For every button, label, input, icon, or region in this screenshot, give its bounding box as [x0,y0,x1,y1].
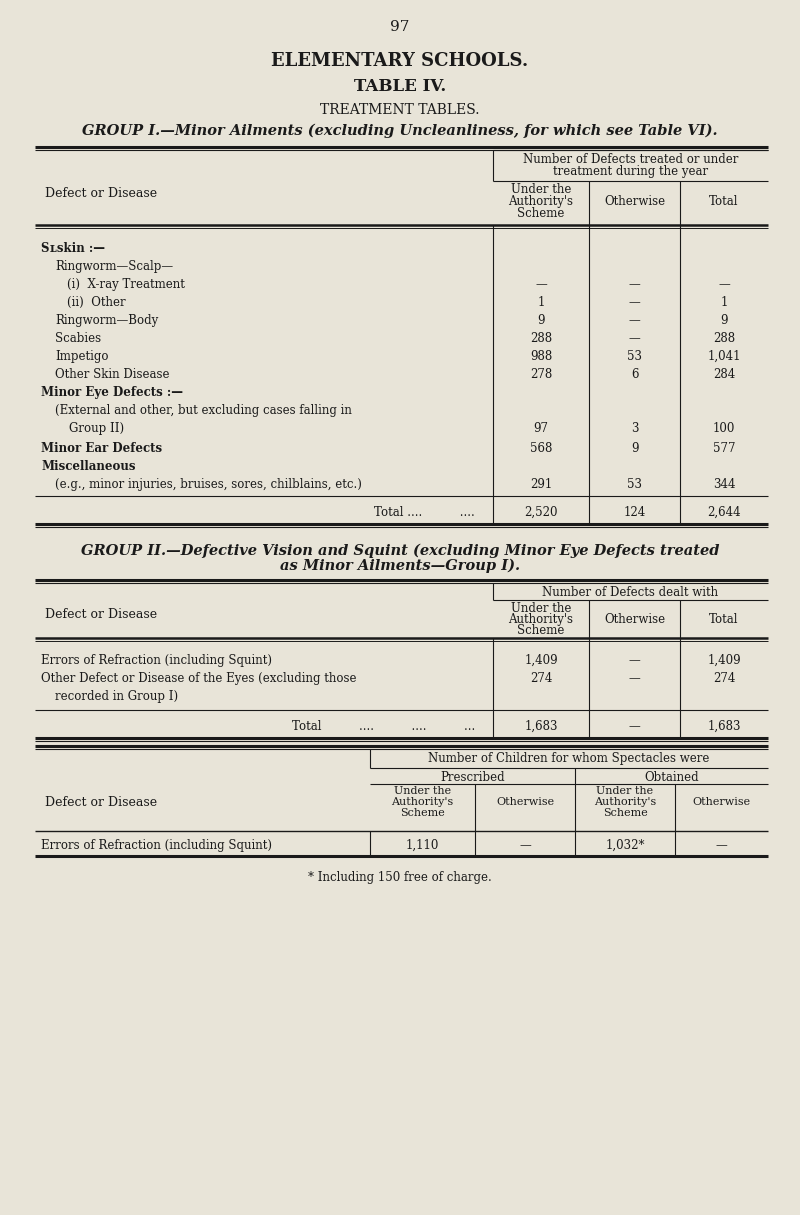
Text: 274: 274 [713,672,735,685]
Text: treatment during the year: treatment during the year [553,165,708,179]
Text: —: — [629,332,640,345]
Text: Prescribed: Prescribed [440,772,505,784]
Text: 344: 344 [713,477,735,491]
Text: 577: 577 [713,442,735,454]
Text: 1,041: 1,041 [707,350,741,363]
Text: —: — [629,313,640,327]
Text: 9: 9 [630,442,638,454]
Text: 284: 284 [713,368,735,382]
Text: —: — [629,672,640,685]
Text: 1,032*: 1,032* [606,840,645,852]
Text: (ii)  Other: (ii) Other [67,296,126,309]
Text: —: — [716,840,727,852]
Text: 1,409: 1,409 [524,654,558,667]
Text: Under the: Under the [597,786,654,796]
Text: 1: 1 [720,296,728,309]
Text: Ringworm—Body: Ringworm—Body [55,313,158,327]
Text: 1,683: 1,683 [707,720,741,733]
Text: Obtained: Obtained [644,772,699,784]
Text: Under the: Under the [394,786,451,796]
Text: Otherwise: Otherwise [604,194,665,208]
Text: Authority's: Authority's [594,797,656,807]
Text: TREATMENT TABLES.: TREATMENT TABLES. [320,103,480,117]
Text: Defect or Disease: Defect or Disease [45,187,157,200]
Text: Otherwise: Otherwise [693,797,750,807]
Text: Total ....          ....: Total .... .... [374,505,475,519]
Text: as Minor Ailments—Group I).: as Minor Ailments—Group I). [280,559,520,573]
Text: Scheme: Scheme [518,207,565,220]
Text: 97: 97 [534,422,549,435]
Text: 988: 988 [530,350,552,363]
Text: Total: Total [710,614,738,626]
Text: Under the: Under the [511,183,571,196]
Text: 9: 9 [720,313,728,327]
Text: Minor Ear Defects: Minor Ear Defects [41,442,162,454]
Text: 291: 291 [530,477,552,491]
Text: Miscellaneous: Miscellaneous [41,460,135,473]
Text: —: — [629,720,640,733]
Text: Scheme: Scheme [400,808,445,818]
Text: Scheme: Scheme [518,625,565,637]
Text: —: — [519,840,531,852]
Text: —: — [535,278,547,292]
Text: Other Skin Disease: Other Skin Disease [55,368,170,382]
Text: Errors of Refraction (including Squint): Errors of Refraction (including Squint) [41,840,272,852]
Text: Authority's: Authority's [509,194,574,208]
Text: TABLE IV.: TABLE IV. [354,78,446,95]
Text: 97: 97 [390,19,410,34]
Text: 53: 53 [627,350,642,363]
Text: (e.g., minor injuries, bruises, sores, chilblains, etc.): (e.g., minor injuries, bruises, sores, c… [55,477,362,491]
Text: Total: Total [710,194,738,208]
Text: 274: 274 [530,672,552,685]
Text: Scheme: Scheme [602,808,647,818]
Text: 2,644: 2,644 [707,505,741,519]
Text: Ringworm—Scalp—: Ringworm—Scalp— [55,260,173,273]
Text: Under the: Under the [511,601,571,615]
Text: (i)  X-ray Treatment: (i) X-ray Treatment [67,278,185,292]
Text: 100: 100 [713,422,735,435]
Text: —: — [718,278,730,292]
Text: 1,409: 1,409 [707,654,741,667]
Text: 6: 6 [630,368,638,382]
Text: (External and other, but excluding cases falling in: (External and other, but excluding cases… [55,405,352,417]
Text: Otherwise: Otherwise [496,797,554,807]
Text: Sʟskin :—: Sʟskin :— [41,242,105,255]
Text: 9: 9 [538,313,545,327]
Text: 288: 288 [530,332,552,345]
Text: Other Defect or Disease of the Eyes (excluding those: Other Defect or Disease of the Eyes (exc… [41,672,357,685]
Text: Authority's: Authority's [391,797,454,807]
Text: Defect or Disease: Defect or Disease [45,796,157,809]
Text: 53: 53 [627,477,642,491]
Text: Total          ....          ....          ...: Total .... .... ... [292,720,475,733]
Text: 1,683: 1,683 [524,720,558,733]
Text: 568: 568 [530,442,552,454]
Text: Defect or Disease: Defect or Disease [45,608,157,621]
Text: recorded in Group I): recorded in Group I) [55,690,178,703]
Text: Number of Defects dealt with: Number of Defects dealt with [542,586,718,599]
Text: Number of Defects treated or under: Number of Defects treated or under [523,153,738,166]
Text: * Including 150 free of charge.: * Including 150 free of charge. [308,871,492,885]
Text: 124: 124 [623,505,646,519]
Text: Authority's: Authority's [509,614,574,626]
Text: GROUP I.—Minor Ailments (excluding Uncleanliness, for which see Table VI).: GROUP I.—Minor Ailments (excluding Uncle… [82,124,718,139]
Text: Group II): Group II) [69,422,124,435]
Text: Errors of Refraction (including Squint): Errors of Refraction (including Squint) [41,654,272,667]
Text: 2,520: 2,520 [524,505,558,519]
Text: Scabies: Scabies [55,332,101,345]
Text: 288: 288 [713,332,735,345]
Text: Minor Eye Defects :—: Minor Eye Defects :— [41,386,183,399]
Text: 1: 1 [538,296,545,309]
Text: —: — [629,654,640,667]
Text: GROUP II.—Defective Vision and Squint (excluding Minor Eye Defects treated: GROUP II.—Defective Vision and Squint (e… [81,544,719,559]
Text: Impetigo: Impetigo [55,350,109,363]
Text: 3: 3 [630,422,638,435]
Text: ELEMENTARY SCHOOLS.: ELEMENTARY SCHOOLS. [271,52,529,70]
Text: 1,110: 1,110 [406,840,439,852]
Text: Number of Children for whom Spectacles were: Number of Children for whom Spectacles w… [428,752,710,765]
Text: —: — [629,296,640,309]
Text: Otherwise: Otherwise [604,614,665,626]
Text: —: — [629,278,640,292]
Text: 278: 278 [530,368,552,382]
